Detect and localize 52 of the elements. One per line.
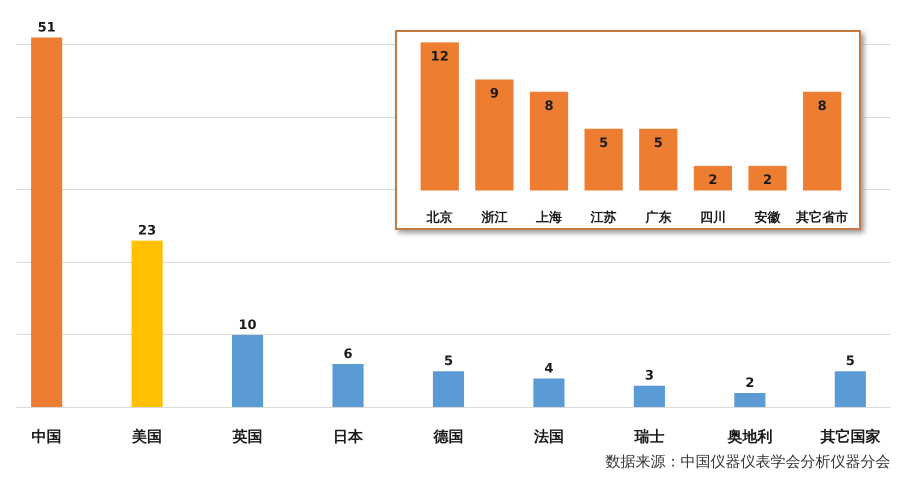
x-tick-label: 英国 [232,428,263,446]
bar [734,392,766,408]
x-tick-label: 安徽 [754,210,782,226]
x-tick-label: 其它国家 [819,428,880,446]
data-label: 9 [490,86,499,102]
data-label: 2 [763,172,772,188]
data-label: 8 [818,98,827,114]
bar [584,128,623,190]
bar [748,166,787,190]
x-tick-label: 德国 [432,428,464,446]
x-tick-label: 江苏 [590,210,617,226]
x-tick-label: 上海 [535,210,562,226]
bar [694,166,732,190]
bar [530,92,568,190]
data-label: 6 [343,346,353,362]
x-tick-label: 奥地利 [726,428,772,446]
data-label: 4 [544,361,554,376]
bar [475,79,514,190]
x-tick-label: 日本 [333,428,364,446]
x-tick-label: 法国 [532,428,564,446]
data-label: 8 [544,98,554,114]
data-label: 5 [654,136,663,151]
bar [420,42,459,190]
x-tick-label: 浙江 [480,210,508,226]
x-tick-label: 美国 [131,428,162,446]
data-label: 12 [430,49,449,64]
data-label: 2 [745,376,754,391]
bar [132,240,163,408]
x-tick-label: 北京 [426,210,453,226]
data-label: 23 [138,224,156,239]
source-note: 数据来源：中国仪器仪表学会分析仪器分会 [606,452,890,470]
x-tick-label: 四川 [700,210,726,226]
data-label: 51 [38,20,56,36]
data-label: 5 [846,354,855,370]
bar [634,386,665,408]
x-tick-label: 瑞士 [633,428,664,446]
data-label: 5 [444,354,453,370]
bar [432,371,464,408]
bar [232,334,264,408]
x-tick-label: 其它省市 [795,210,848,226]
bar [803,92,842,190]
bar [639,128,678,190]
data-label: 2 [708,172,718,188]
x-tick-label: 中国 [32,428,62,446]
bar [31,38,62,408]
bar [533,378,565,408]
bar [834,371,866,408]
data-label: 3 [644,368,654,384]
data-label: 5 [599,136,608,151]
bar [332,364,364,408]
x-tick-label: 广东 [644,210,672,226]
data-label: 10 [238,318,257,333]
